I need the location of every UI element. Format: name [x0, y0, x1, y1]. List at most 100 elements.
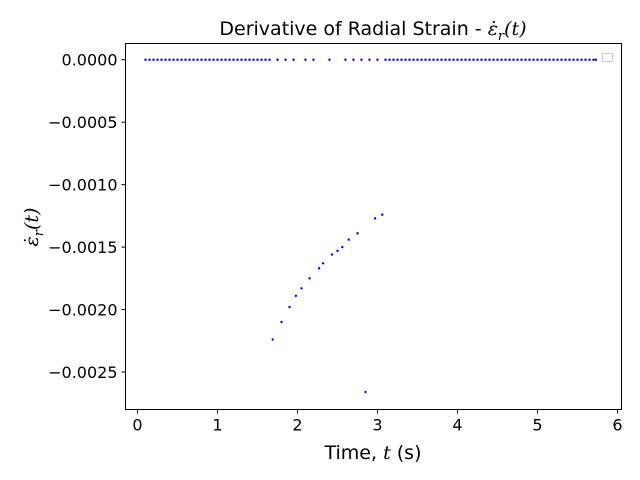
- data-point: [516, 58, 519, 61]
- data-point: [144, 58, 147, 61]
- y-tick-label: −0.0020: [48, 301, 117, 320]
- chart-title-text: Derivative of Radial Strain -: [219, 18, 487, 40]
- data-point: [392, 58, 395, 61]
- data-point: [492, 58, 495, 61]
- x-tick-label: 0: [132, 416, 142, 435]
- x-tick-label: 6: [612, 416, 622, 435]
- data-point: [456, 58, 459, 61]
- x-axis-label-math: t: [383, 442, 391, 464]
- y-axis-label-math-arg: (t): [21, 208, 43, 230]
- chart-title: Derivative of Radial Strain - ε̇r(t): [219, 18, 526, 44]
- data-point: [404, 58, 407, 61]
- data-point: [520, 58, 523, 61]
- plot-area: [125, 43, 622, 410]
- data-point: [468, 58, 471, 61]
- data-point: [312, 58, 315, 61]
- data-point: [248, 58, 251, 61]
- data-point: [384, 58, 387, 61]
- data-point: [564, 58, 567, 61]
- data-point: [232, 58, 235, 61]
- data-point: [540, 58, 543, 61]
- data-point: [212, 58, 215, 61]
- data-point: [484, 58, 487, 61]
- data-point: [264, 58, 267, 61]
- data-point: [256, 58, 259, 61]
- chart-title-math-symbol: ε̇: [488, 18, 498, 40]
- data-point: [321, 262, 325, 265]
- data-point: [284, 58, 287, 61]
- data-point: [280, 320, 283, 324]
- y-axis-label: ε̇r(t): [21, 208, 47, 247]
- data-point: [236, 58, 239, 61]
- chart-title-math-sub: r: [498, 29, 505, 44]
- x-axis-label-unit: (s): [391, 442, 422, 464]
- data-point: [160, 58, 163, 61]
- data-point: [452, 58, 455, 61]
- y-tick-label: −0.0005: [48, 113, 117, 132]
- data-point: [428, 58, 431, 61]
- data-point: [504, 58, 507, 61]
- data-point: [271, 338, 274, 341]
- data-point: [408, 58, 411, 61]
- data-point: [544, 58, 547, 61]
- data-point: [300, 287, 303, 290]
- data-point: [156, 58, 159, 61]
- data-point: [476, 58, 479, 61]
- data-point: [176, 58, 179, 61]
- data-point: [216, 58, 219, 61]
- data-point: [200, 58, 203, 61]
- data-point: [347, 238, 350, 241]
- data-point: [180, 58, 183, 61]
- data-point: [588, 58, 591, 61]
- x-tick-label: 4: [452, 416, 462, 435]
- data-point: [572, 58, 575, 61]
- data-point: [360, 58, 363, 61]
- data-point: [196, 58, 199, 61]
- data-point: [576, 58, 579, 61]
- data-point: [480, 58, 483, 61]
- data-point: [552, 58, 555, 61]
- data-point: [344, 58, 347, 61]
- data-point: [373, 217, 377, 220]
- x-axis-label: Time, t (s): [324, 442, 422, 464]
- data-point: [396, 58, 399, 61]
- data-point: [244, 58, 247, 61]
- data-point: [352, 58, 355, 61]
- data-point: [440, 58, 443, 61]
- data-point: [420, 58, 423, 61]
- data-point: [508, 58, 511, 61]
- data-point: [317, 267, 321, 270]
- data-point: [568, 58, 571, 61]
- data-point: [464, 58, 467, 61]
- data-point: [580, 58, 583, 61]
- data-point: [444, 58, 447, 61]
- data-point: [172, 58, 175, 61]
- data-point: [376, 58, 379, 61]
- data-point: [424, 58, 427, 61]
- y-axis-label-math-symbol: ε̇: [21, 236, 43, 246]
- data-point: [304, 58, 307, 61]
- x-axis-ticks: 0 1 2 3 4 5 6: [132, 409, 623, 435]
- data-point: [288, 305, 291, 309]
- data-point: [152, 58, 155, 61]
- data-point: [400, 58, 403, 61]
- data-point: [381, 213, 384, 216]
- y-tick-label: −0.0015: [48, 238, 117, 257]
- data-point: [528, 58, 531, 61]
- data-point: [436, 58, 439, 61]
- data-point: [500, 58, 503, 61]
- data-point: [188, 58, 191, 61]
- data-point: [388, 58, 391, 61]
- data-point: [164, 58, 167, 61]
- data-point: [184, 58, 187, 61]
- data-point: [524, 58, 527, 61]
- data-point: [252, 58, 255, 61]
- data-point: [592, 58, 595, 61]
- data-point: [460, 58, 463, 61]
- x-tick-label: 2: [292, 416, 302, 435]
- data-point: [224, 58, 227, 61]
- data-point: [204, 58, 207, 61]
- data-point: [594, 58, 598, 61]
- x-axis-label-text: Time,: [324, 442, 384, 464]
